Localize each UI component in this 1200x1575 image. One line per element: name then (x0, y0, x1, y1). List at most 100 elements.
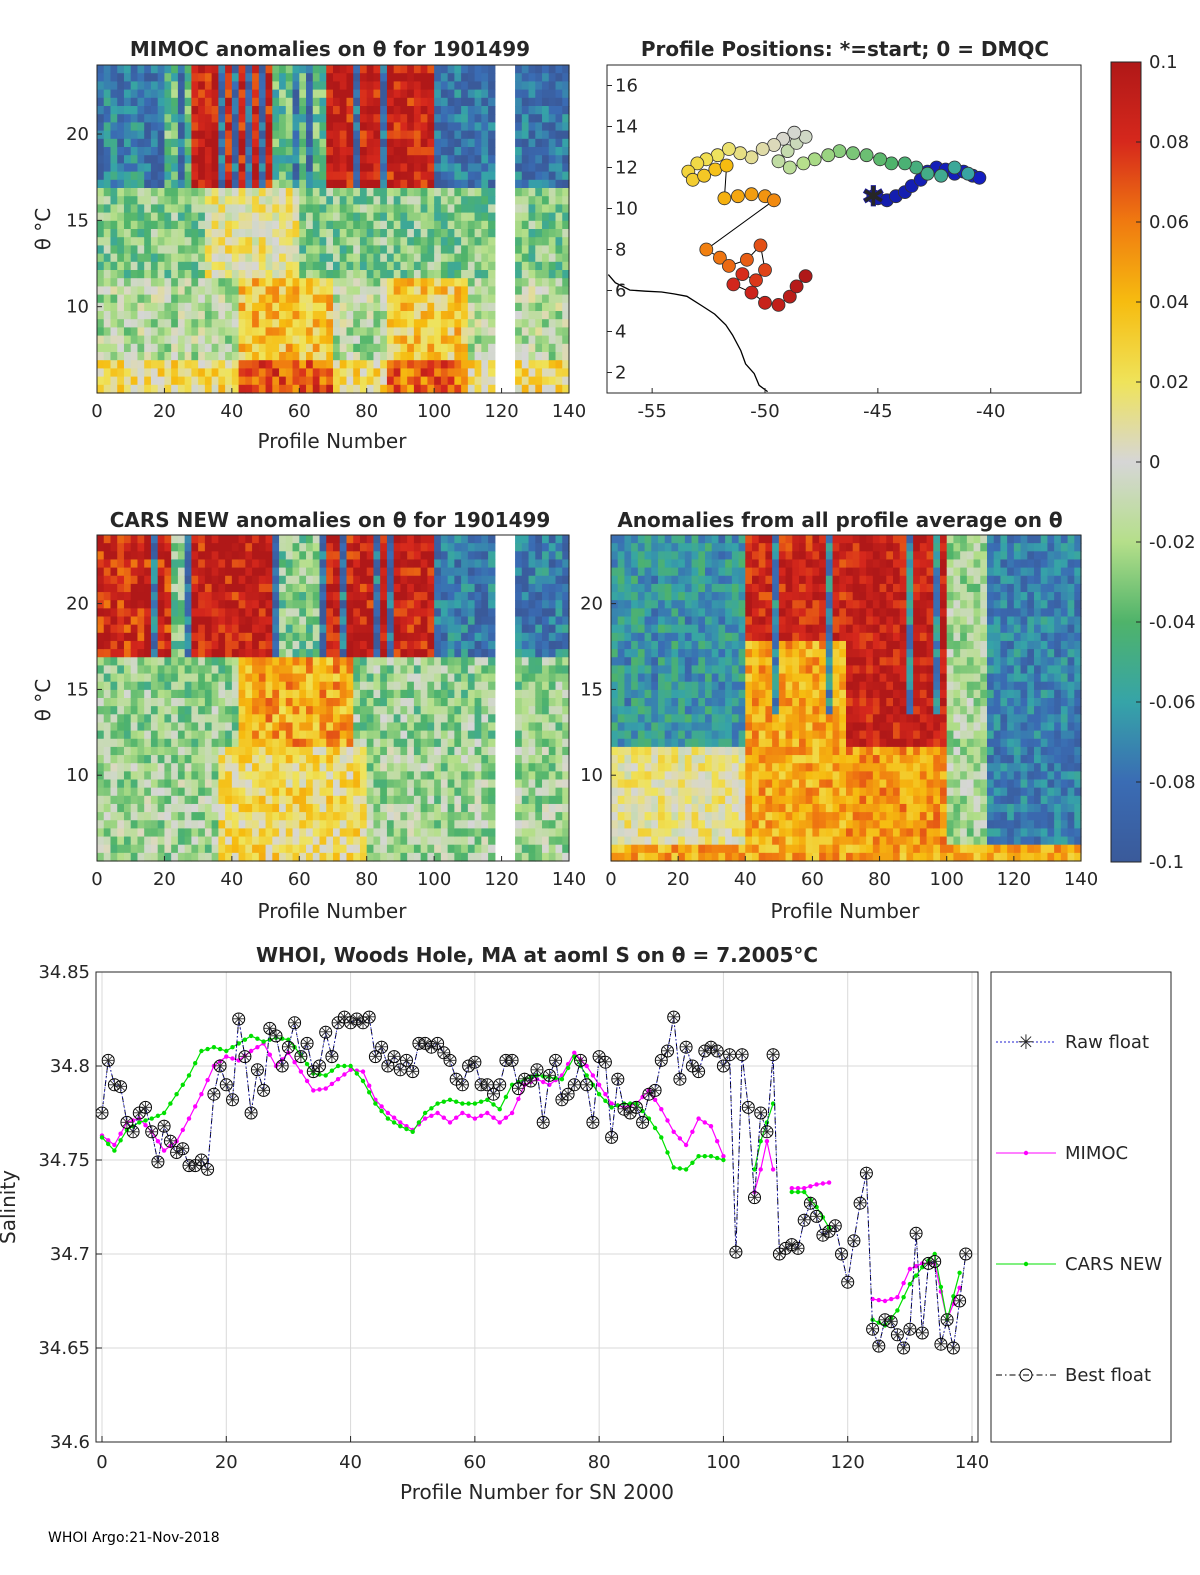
mimoc-cell (346, 65, 354, 74)
cars-cell (144, 730, 152, 740)
cars-cell (150, 592, 159, 601)
cars-cell (393, 673, 402, 683)
mimoc-cell (333, 261, 341, 271)
cars-cell (292, 836, 300, 846)
mimoc-cell (265, 311, 273, 320)
cars-cell (110, 730, 118, 740)
mimoc-cell (447, 147, 455, 156)
mimoc-cell (373, 97, 381, 107)
mimoc-cell (333, 311, 341, 320)
mimoc-cell (373, 73, 381, 82)
mimoc-cell (359, 212, 368, 222)
cars-cell (454, 657, 462, 666)
colorbar-tick-label: 0.02 (1149, 372, 1189, 393)
cars-cell (198, 624, 206, 634)
mimoc-cell (413, 220, 422, 230)
mimoc-cell (292, 376, 300, 386)
mimoc-cell (562, 261, 570, 271)
cars-cell (164, 640, 172, 650)
cars-cell (312, 559, 321, 569)
mimoc-cell (245, 270, 253, 279)
mimoc-cell (177, 302, 186, 312)
mimoc-cell (440, 253, 449, 263)
cars-cell (333, 771, 341, 781)
mimoc-cell (252, 360, 260, 369)
cars-cell (326, 771, 334, 781)
cars-cell (346, 665, 354, 675)
mimoc-cell (420, 311, 428, 320)
mimoc-cell (461, 376, 469, 386)
mimoc-cell (164, 311, 172, 320)
mimoc-cell (474, 65, 482, 74)
mimoc-cell (204, 65, 213, 74)
mimoc-cell (285, 138, 294, 148)
mimoc-cell (542, 270, 550, 279)
mimoc-cell (333, 155, 341, 164)
cars-cell (177, 657, 186, 666)
mimoc-cell (467, 212, 476, 222)
mimoc-cell (231, 81, 240, 91)
mimoc-cell (184, 171, 192, 181)
mimoc-cell (97, 179, 105, 189)
cars-cell (413, 632, 422, 642)
cars-cell (353, 698, 361, 707)
cars-cell (144, 632, 152, 642)
mimoc-cell (461, 188, 469, 197)
mimoc-cell (373, 106, 381, 115)
mimoc-cell (562, 237, 570, 246)
mimoc-cell (366, 294, 375, 304)
mimoc-cell (218, 171, 226, 181)
mimoc-cell (333, 286, 341, 296)
cars-cell (117, 632, 125, 642)
mimoc-cell (171, 229, 179, 238)
mimoc-cell (231, 155, 240, 164)
mimoc-cell (562, 311, 570, 320)
cars-cell (386, 755, 395, 764)
cars-cell (353, 714, 361, 724)
mimoc-cell (400, 384, 408, 394)
mimoc-cell (150, 188, 159, 197)
cars-cell (306, 795, 314, 805)
cars-cell (211, 812, 219, 821)
mimoc-cell (521, 229, 530, 238)
profile-position-marker (699, 242, 714, 257)
mimoc-cell (521, 360, 530, 369)
mimoc-cell (292, 138, 300, 148)
cars-cell (245, 787, 253, 797)
mimoc-cell (555, 97, 563, 107)
mimoc-cell (218, 73, 226, 82)
mimoc-cell (467, 179, 476, 189)
mimoc-cell (535, 319, 543, 328)
cars-cell (198, 852, 206, 862)
mimoc-cell (528, 229, 536, 238)
mimoc-cell (548, 229, 557, 238)
cars-cell (231, 828, 240, 838)
mimoc-cell (555, 352, 563, 361)
cars-cell (198, 575, 206, 585)
cars-cell (279, 763, 287, 772)
mimoc-cell (488, 81, 496, 91)
cars-cell (164, 583, 172, 593)
cars-cell (198, 689, 206, 699)
cars-cell (97, 852, 105, 862)
cars-cell (272, 551, 280, 561)
cars-cell (454, 763, 462, 772)
cars-cell (238, 852, 246, 862)
cars-cell (245, 640, 253, 650)
cars-cell (306, 567, 314, 577)
cars-cell (380, 787, 388, 797)
mimoc-cell (400, 122, 408, 132)
mimoc-cell (413, 179, 422, 189)
mimoc-cell (386, 376, 395, 386)
cars-cell (137, 575, 145, 585)
cars-cell (97, 608, 105, 618)
cars-cell (123, 803, 132, 813)
cars-cell (413, 746, 422, 756)
cars-cell (312, 779, 321, 789)
cars-cell (346, 771, 354, 781)
cars-cell (225, 714, 233, 724)
cars-cell (319, 649, 327, 658)
mimoc-cell (339, 335, 348, 345)
cars-cell (164, 616, 172, 626)
cars-cell (292, 787, 300, 797)
